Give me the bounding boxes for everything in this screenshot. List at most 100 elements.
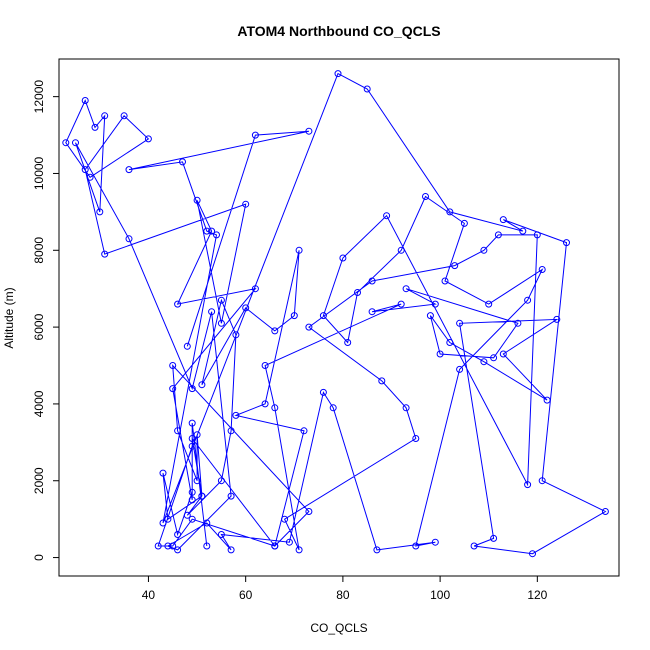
data-point bbox=[305, 508, 313, 515]
data-point bbox=[188, 419, 196, 427]
data-point bbox=[524, 481, 532, 489]
y-tick-label: 12000 bbox=[32, 80, 46, 114]
data-point bbox=[538, 477, 546, 485]
chart-title: ATOM4 Northbound CO_QCLS bbox=[237, 23, 440, 39]
data-point bbox=[529, 550, 536, 558]
data-point bbox=[490, 534, 498, 542]
data-point bbox=[295, 546, 303, 554]
data-point bbox=[422, 193, 429, 200]
data-point bbox=[227, 427, 235, 435]
x-axis-label: CO_QCLS bbox=[310, 621, 367, 635]
data-point bbox=[402, 285, 410, 293]
data-point bbox=[563, 239, 570, 247]
data-point bbox=[242, 304, 250, 312]
data-point bbox=[193, 196, 201, 204]
data-point bbox=[290, 312, 298, 320]
y-tick-label: 2000 bbox=[32, 467, 46, 494]
data-point bbox=[81, 166, 89, 174]
data-point bbox=[183, 511, 191, 519]
data-point bbox=[519, 227, 527, 235]
data-point bbox=[125, 166, 133, 174]
x-axis: 40 60 80 100 120 bbox=[142, 575, 548, 602]
data-point bbox=[188, 515, 196, 523]
data-point bbox=[378, 377, 386, 385]
data-point bbox=[203, 519, 211, 527]
data-point bbox=[271, 542, 279, 550]
data-point bbox=[441, 277, 449, 285]
data-point bbox=[96, 208, 104, 216]
data-point bbox=[242, 200, 250, 208]
data-point bbox=[485, 300, 493, 308]
data-point bbox=[470, 542, 478, 550]
data-point bbox=[217, 296, 225, 304]
data-point bbox=[319, 388, 327, 396]
data-point bbox=[159, 469, 167, 477]
data-point bbox=[174, 546, 182, 554]
data-point bbox=[300, 427, 308, 435]
x-tick-label: 80 bbox=[336, 588, 350, 602]
data-point bbox=[208, 308, 216, 316]
data-point bbox=[198, 381, 206, 389]
data-point bbox=[499, 350, 507, 358]
data-point bbox=[227, 492, 235, 500]
data-point bbox=[538, 266, 546, 273]
data-point bbox=[412, 435, 420, 442]
y-axis: 0 2000 4000 6000 8000 10000 12000 bbox=[32, 80, 60, 561]
data-point bbox=[198, 492, 206, 500]
data-point bbox=[524, 296, 532, 304]
data-point bbox=[164, 515, 172, 523]
data-point bbox=[305, 127, 313, 135]
data-point bbox=[188, 496, 196, 504]
data-point bbox=[164, 542, 172, 550]
data-point bbox=[446, 208, 454, 216]
data-point bbox=[86, 173, 94, 181]
data-point bbox=[232, 411, 240, 419]
data-point bbox=[436, 350, 444, 358]
data-point bbox=[169, 542, 177, 550]
data-point bbox=[397, 300, 405, 308]
data-point bbox=[363, 85, 371, 93]
data-point bbox=[251, 285, 259, 293]
data-point bbox=[460, 219, 468, 227]
y-tick-label: 6000 bbox=[32, 313, 46, 340]
data-point bbox=[271, 327, 279, 335]
data-point bbox=[281, 515, 289, 523]
data-point bbox=[339, 254, 347, 262]
data-point bbox=[203, 227, 211, 235]
data-point bbox=[154, 542, 162, 550]
data-point bbox=[533, 231, 541, 239]
data-point bbox=[261, 362, 269, 369]
data-point bbox=[490, 354, 498, 362]
data-point bbox=[62, 139, 70, 147]
y-tick-label: 8000 bbox=[32, 237, 46, 264]
data-point bbox=[412, 542, 420, 550]
data-point bbox=[271, 404, 279, 412]
data-point bbox=[208, 227, 216, 235]
data-point bbox=[553, 315, 561, 323]
data-point bbox=[227, 546, 235, 554]
data-point bbox=[188, 488, 196, 496]
data-point bbox=[169, 385, 177, 393]
y-tick-label: 0 bbox=[32, 554, 46, 561]
data-point bbox=[144, 135, 152, 143]
data-point bbox=[188, 442, 196, 450]
data-point bbox=[368, 277, 376, 285]
x-tick-label: 40 bbox=[142, 588, 156, 602]
data-point bbox=[383, 212, 391, 220]
plot-frame bbox=[58, 58, 620, 577]
data-point bbox=[251, 131, 259, 139]
data-point bbox=[217, 319, 225, 327]
plot-area bbox=[62, 70, 609, 558]
data-point bbox=[101, 250, 109, 258]
series-line bbox=[65, 72, 607, 555]
x-tick-label: 100 bbox=[430, 588, 450, 602]
data-point bbox=[514, 319, 522, 327]
data-point bbox=[188, 435, 196, 442]
data-point bbox=[193, 477, 201, 485]
data-point bbox=[480, 358, 488, 366]
data-point bbox=[446, 339, 454, 346]
x-tick-label: 60 bbox=[239, 588, 253, 602]
data-point bbox=[344, 339, 352, 346]
data-point bbox=[329, 404, 337, 412]
data-point bbox=[72, 139, 79, 147]
